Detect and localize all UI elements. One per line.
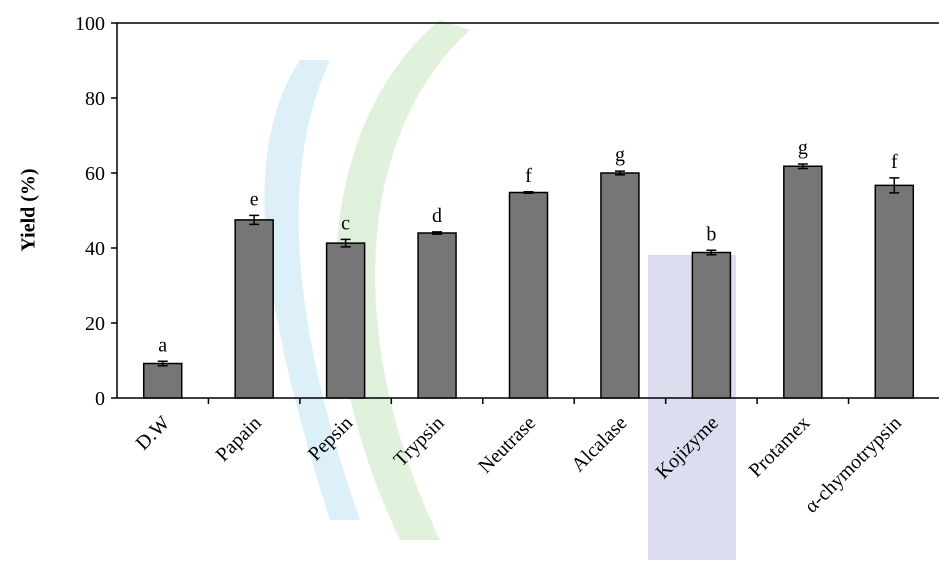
bar — [600, 172, 640, 399]
bar — [691, 251, 732, 399]
x-tick-label: α-chymotrypsin — [800, 412, 905, 517]
y-tick-label: 80 — [85, 88, 105, 110]
significance-label: b — [706, 223, 716, 245]
error-bar — [249, 214, 260, 226]
error-bar — [432, 231, 443, 235]
bar — [325, 242, 366, 399]
significance-label: f — [525, 165, 532, 187]
y-tick-label: 60 — [85, 163, 105, 185]
bar — [874, 184, 915, 399]
x-tick-label: Alcalase — [567, 412, 631, 476]
error-bar — [157, 360, 168, 367]
error-bar — [614, 170, 625, 176]
error-bar — [706, 249, 717, 256]
x-tick-label: Papain — [212, 412, 266, 466]
significance-label: a — [158, 334, 167, 356]
significance-label: d — [432, 205, 442, 227]
significance-label: g — [615, 144, 625, 166]
x-tick-label: Neutrase — [474, 412, 540, 478]
error-bar — [340, 238, 351, 248]
x-tick-label: Protamex — [745, 412, 815, 482]
significance-label: g — [798, 137, 808, 159]
significance-label: e — [250, 188, 259, 210]
y-axis-label: Yield (%) — [18, 168, 40, 251]
bar — [417, 232, 457, 399]
bar — [234, 219, 274, 399]
x-tick-label: D.W — [132, 412, 175, 455]
y-tick-label: 0 — [95, 388, 105, 410]
significance-label: c — [341, 212, 350, 234]
y-tick-label: 20 — [85, 313, 105, 335]
significance-label: f — [891, 151, 898, 173]
error-bar — [797, 163, 808, 170]
error-bar — [889, 177, 900, 194]
bar — [142, 362, 183, 399]
y-tick-label: 100 — [75, 13, 105, 35]
error-bar — [523, 191, 534, 194]
bar — [783, 165, 823, 399]
y-tick-label: 40 — [85, 238, 105, 260]
bar — [508, 191, 549, 399]
